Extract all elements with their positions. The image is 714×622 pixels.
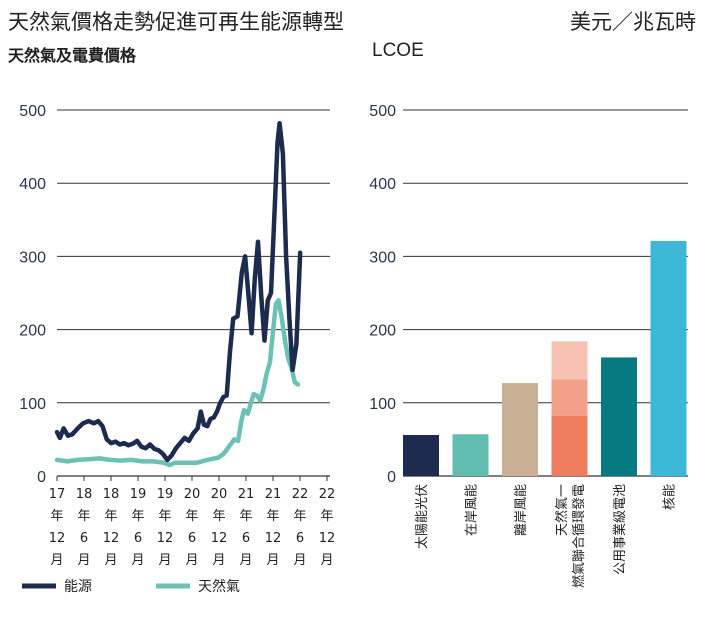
x-tick-label: 月 xyxy=(104,553,117,568)
y-tick-label: 500 xyxy=(19,103,46,120)
x-tick-label: 月 xyxy=(77,553,90,568)
lcoe-bar-chart: 0 100 200 300 400 500 太陽能光伏 在岸風能 離岸風能 天然氣一 燃氣聯合循環發… xyxy=(369,103,688,588)
x-tick-label: 18 xyxy=(103,487,120,502)
chart-title: 天然氣價格走勢促進可再生能源轉型 xyxy=(8,10,344,34)
category-label: 太陽能光伏 xyxy=(415,484,430,549)
x-tick-label: 年 xyxy=(185,509,198,524)
x-tick-label: 年 xyxy=(50,509,63,524)
y-tick-label: 100 xyxy=(369,396,396,413)
y-tick-label: 300 xyxy=(369,249,396,266)
category-label: 離岸風能 xyxy=(514,484,529,536)
bar xyxy=(452,434,489,476)
y-tick-label: 400 xyxy=(19,176,46,193)
category-label: 公用事業級電池 xyxy=(612,484,628,575)
y-tick-label: 0 xyxy=(37,469,46,486)
x-tick-label: 年 xyxy=(266,509,279,524)
bar-segment xyxy=(551,379,588,416)
x-tick-label: 年 xyxy=(320,509,333,524)
x-tick-label: 12 xyxy=(265,531,282,546)
x-tick-label: 年 xyxy=(212,509,225,524)
gas-price-line xyxy=(54,298,301,468)
bar-segment xyxy=(551,341,588,380)
bar xyxy=(650,241,687,476)
x-tick-label: 年 xyxy=(77,509,90,524)
x-tick-label: 月 xyxy=(185,553,198,568)
x-tick-label: 12 xyxy=(103,531,120,546)
x-tick-label: 月 xyxy=(320,553,333,568)
unit-label: 美元／兆瓦時 xyxy=(570,10,696,34)
x-tick-label: 18 xyxy=(76,487,93,502)
y-tick-label: 100 xyxy=(19,396,46,413)
x-tick-label: 年 xyxy=(131,509,144,524)
category-label: 核能 xyxy=(663,484,678,510)
x-tick-label: 年 xyxy=(239,509,252,524)
right-chart-subtitle: LCOE xyxy=(372,40,424,61)
x-tick-label: 19 xyxy=(157,487,174,502)
y-tick-label: 0 xyxy=(387,469,396,486)
x-tick-label: 12 xyxy=(49,531,66,546)
x-tick-label: 年 xyxy=(158,509,171,524)
energy-price-line xyxy=(54,120,303,463)
x-tick-label: 20 xyxy=(184,487,201,502)
x-tick-label: 年 xyxy=(104,509,117,524)
y-tick-label: 500 xyxy=(369,103,396,120)
bar xyxy=(502,383,538,476)
legend-label: 天然氣 xyxy=(198,578,240,595)
x-tick-label: 12 xyxy=(211,531,228,546)
price-line-chart: 0 100 200 300 400 500 17 年 12 月 18 年 6 月 18 年 12 月 19 年 6 月 19… xyxy=(19,103,335,568)
x-tick-label: 6 xyxy=(242,531,250,546)
x-tick-label: 月 xyxy=(158,553,171,568)
x-tick-label: 6 xyxy=(80,531,88,546)
x-tick-label: 月 xyxy=(131,553,144,568)
x-tick-label: 年 xyxy=(293,509,306,524)
x-tick-label: 月 xyxy=(266,553,279,568)
x-tick-label: 6 xyxy=(134,531,142,546)
x-tick-label: 19 xyxy=(130,487,147,502)
y-tick-label: 200 xyxy=(19,323,46,340)
category-label: 在岸風能 xyxy=(465,484,480,536)
x-tick-label: 21 xyxy=(238,487,255,502)
x-tick-label: 20 xyxy=(211,487,228,502)
x-tick-label: 12 xyxy=(157,531,174,546)
x-tick-label: 月 xyxy=(50,553,63,568)
y-tick-label: 200 xyxy=(369,323,396,340)
left-chart-subtitle: 天然氣及電費價格 xyxy=(8,46,137,65)
x-tick-label: 月 xyxy=(239,553,252,568)
x-tick-label: 6 xyxy=(296,531,304,546)
x-tick-label: 22 xyxy=(292,487,309,502)
bar xyxy=(601,357,637,476)
x-tick-label: 22 xyxy=(319,487,336,502)
x-tick-label: 月 xyxy=(293,553,306,568)
x-tick-label: 21 xyxy=(265,487,282,502)
category-label: 天然氣一 xyxy=(554,484,570,536)
bar xyxy=(403,435,439,476)
category-label: 燃氣聯合循環發電 xyxy=(571,484,587,588)
x-tick-label: 6 xyxy=(188,531,196,546)
x-tick-label: 月 xyxy=(212,553,225,568)
x-tick-label: 17 xyxy=(49,487,66,502)
y-tick-label: 300 xyxy=(19,249,46,266)
legend-label: 能源 xyxy=(64,579,92,595)
legend: 能源 天然氣 xyxy=(22,578,240,595)
bar-segment xyxy=(551,415,588,476)
y-tick-label: 400 xyxy=(369,176,396,193)
x-tick-label: 12 xyxy=(319,531,336,546)
